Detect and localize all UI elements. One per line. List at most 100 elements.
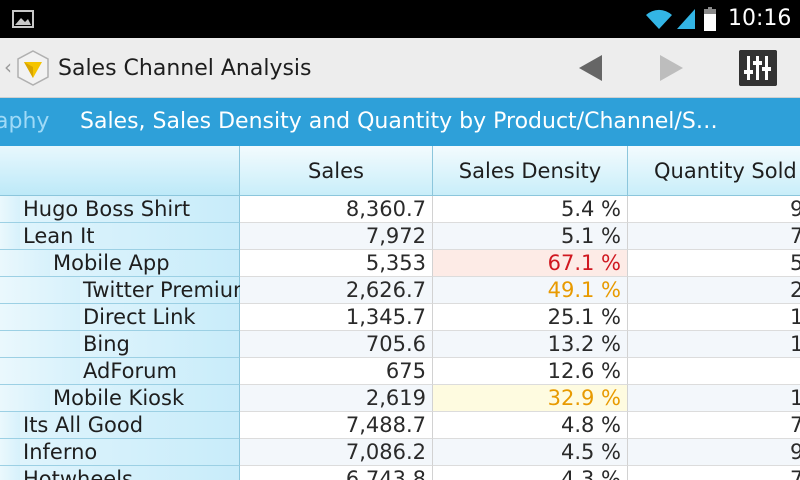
quantity-sold-cell[interactable]: 9 (628, 196, 800, 223)
sales-density-cell[interactable]: 4.3 % (433, 466, 628, 480)
wifi-icon (646, 9, 672, 29)
quantity-sold-cell[interactable]: 1 (628, 331, 800, 358)
sales-cell[interactable]: 1,345.7 (240, 304, 433, 331)
sales-cell[interactable]: 705.6 (240, 331, 433, 358)
column-header-quantity-sold[interactable]: Quantity Sold (628, 146, 800, 196)
sales-cell[interactable]: 675 (240, 358, 433, 385)
row-header-background (80, 358, 240, 385)
quantity-sold-cell[interactable]: 7 (628, 223, 800, 250)
sales-density-cell[interactable]: 49.1 % (433, 277, 628, 304)
table-row[interactable]: Bing 705.613.2 %1 (0, 331, 800, 358)
column-header-sales-density[interactable]: Sales Density (433, 146, 628, 196)
image-icon (12, 10, 34, 28)
tab-previous[interactable]: raphy (0, 109, 50, 134)
pivot-table[interactable]: Sales Sales Density Quantity Sold Hugo B… (0, 146, 800, 480)
status-clock: 10:16 (728, 6, 792, 31)
row-header[interactable]: Mobile App (0, 250, 240, 277)
tab-current[interactable]: Sales, Sales Density and Quantity by Pro… (80, 109, 718, 134)
row-label: Mobile Kiosk (53, 386, 185, 410)
row-header-background (20, 196, 240, 223)
row-label: AdForum (83, 359, 177, 383)
sales-density-cell[interactable]: 67.1 % (433, 250, 628, 277)
table-row[interactable]: Hugo Boss Shirt 8,360.75.4 %9 (0, 196, 800, 223)
sales-cell[interactable]: 7,086.2 (240, 439, 433, 466)
row-header-background (80, 304, 240, 331)
row-indent (0, 385, 50, 412)
quantity-sold-cell[interactable]: 7 (628, 412, 800, 439)
sales-cell[interactable]: 2,619 (240, 385, 433, 412)
row-header[interactable]: Twitter Premium (0, 277, 240, 304)
row-indent (0, 331, 80, 358)
row-header-background (50, 385, 240, 412)
quantity-sold-cell[interactable]: 1 (628, 385, 800, 412)
quantity-sold-cell[interactable]: 7 (628, 466, 800, 480)
row-header[interactable]: AdForum (0, 358, 240, 385)
column-header-sales[interactable]: Sales (240, 146, 433, 196)
sales-density-cell[interactable]: 25.1 % (433, 304, 628, 331)
sales-cell[interactable]: 2,626.7 (240, 277, 433, 304)
row-header[interactable]: Mobile Kiosk (0, 385, 240, 412)
row-header[interactable]: Hotwheels (0, 466, 240, 480)
sales-cell[interactable]: 5,353 (240, 250, 433, 277)
sales-cell[interactable]: 6,743.8 (240, 466, 433, 480)
previous-icon[interactable] (572, 52, 608, 84)
row-indent (0, 412, 20, 439)
row-header[interactable]: Inferno (0, 439, 240, 466)
sales-cell[interactable]: 8,360.7 (240, 196, 433, 223)
row-label: Mobile App (53, 251, 170, 275)
row-indent (0, 439, 20, 466)
row-header[interactable]: Lean It (0, 223, 240, 250)
sales-density-cell[interactable]: 32.9 % (433, 385, 628, 412)
table-row[interactable]: Hotwheels 6,743.84.3 %7 (0, 466, 800, 480)
quantity-sold-cell[interactable]: 5 (628, 250, 800, 277)
back-chevron-icon[interactable]: ‹ (4, 55, 12, 79)
sales-density-cell[interactable]: 4.8 % (433, 412, 628, 439)
page-title: Sales Channel Analysis (58, 56, 312, 81)
action-bar: ‹ Sales Channel Analysis (0, 38, 800, 98)
settings-sliders-icon[interactable] (739, 50, 777, 86)
quantity-sold-cell[interactable]: 1 (628, 304, 800, 331)
table-row[interactable]: Its All Good 7,488.74.8 %7 (0, 412, 800, 439)
row-label: Bing (83, 332, 130, 356)
row-indent (0, 466, 20, 480)
sales-density-cell[interactable]: 13.2 % (433, 331, 628, 358)
row-header-background (20, 439, 240, 466)
sales-cell[interactable]: 7,972 (240, 223, 433, 250)
row-header[interactable]: Direct Link (0, 304, 240, 331)
row-indent (0, 358, 80, 385)
row-header[interactable]: Hugo Boss Shirt (0, 196, 240, 223)
sales-density-cell[interactable]: 5.4 % (433, 196, 628, 223)
row-indent (0, 196, 20, 223)
table-header: Sales Sales Density Quantity Sold (0, 146, 800, 196)
row-header-background (20, 412, 240, 439)
quantity-sold-cell[interactable]: 9 (628, 439, 800, 466)
quantity-sold-cell[interactable] (628, 358, 800, 385)
sales-density-cell[interactable]: 12.6 % (433, 358, 628, 385)
table-row[interactable]: AdForum 675 12.6 % (0, 358, 800, 385)
row-label: Direct Link (83, 305, 196, 329)
sales-cell[interactable]: 7,488.7 (240, 412, 433, 439)
row-header-background (80, 331, 240, 358)
row-header-background (50, 250, 240, 277)
battery-icon (704, 7, 716, 31)
row-label: Inferno (23, 440, 98, 464)
table-row[interactable]: Inferno 7,086.24.5 %9 (0, 439, 800, 466)
sales-density-cell[interactable]: 5.1 % (433, 223, 628, 250)
row-label: Its All Good (23, 413, 144, 437)
sales-density-cell[interactable]: 4.5 % (433, 439, 628, 466)
row-indent (0, 250, 50, 277)
row-header[interactable]: Bing (0, 331, 240, 358)
row-header-background (20, 466, 240, 480)
app-logo-icon[interactable] (17, 50, 49, 86)
next-icon[interactable] (654, 52, 690, 84)
row-header[interactable]: Its All Good (0, 412, 240, 439)
row-label: Twitter Premium (83, 278, 240, 302)
row-indent (0, 304, 80, 331)
table-row[interactable]: Direct Link 1,345.725.1 %1 (0, 304, 800, 331)
quantity-sold-cell[interactable]: 2 (628, 277, 800, 304)
